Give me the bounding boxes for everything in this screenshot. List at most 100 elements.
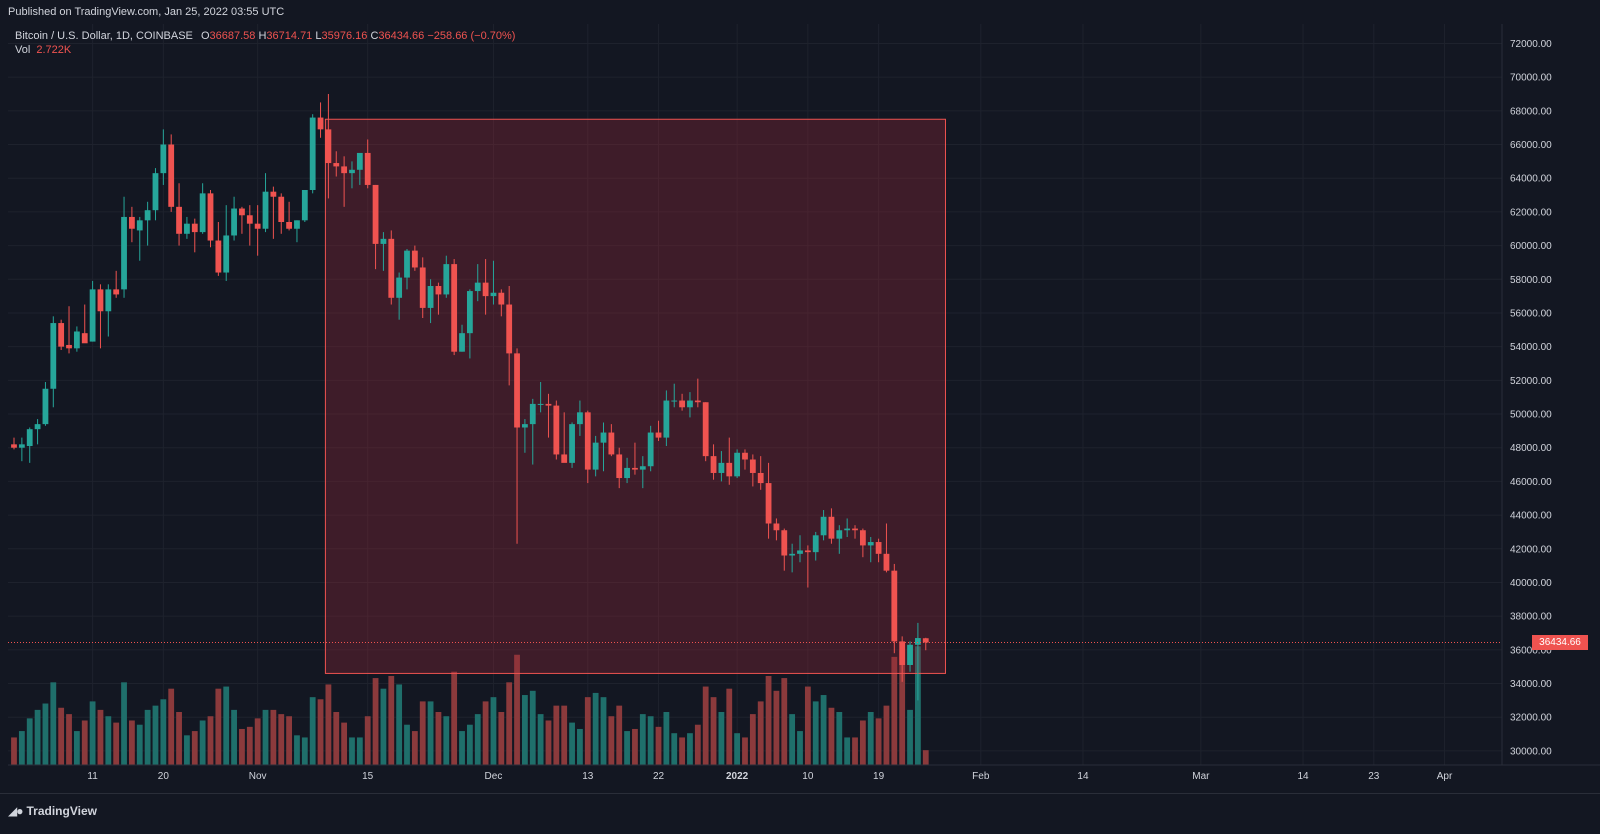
volume-bar bbox=[639, 714, 646, 765]
candle-body bbox=[301, 189, 308, 221]
candle-body bbox=[482, 282, 489, 297]
time-tick-label: 14 bbox=[1297, 771, 1309, 782]
candle-body bbox=[254, 223, 261, 229]
volume-bar bbox=[451, 671, 458, 765]
candle-body bbox=[466, 291, 473, 334]
low-label: L bbox=[315, 30, 322, 42]
open-value: 36687.58 bbox=[209, 30, 256, 42]
candle-body bbox=[797, 550, 803, 554]
volume-bar bbox=[773, 690, 780, 765]
volume-bar bbox=[899, 650, 906, 765]
candle-body bbox=[191, 223, 198, 233]
volume-bar bbox=[81, 720, 88, 765]
candle-body bbox=[396, 277, 403, 298]
price-tick-label: 44000.00 bbox=[1510, 511, 1552, 522]
candle-body bbox=[419, 267, 426, 308]
candle-body bbox=[113, 289, 120, 295]
candle-body bbox=[451, 264, 458, 352]
candle-body bbox=[537, 403, 544, 405]
candle-body bbox=[922, 638, 929, 643]
volume-bar bbox=[600, 697, 607, 765]
volume-bar bbox=[388, 675, 395, 765]
volume-bar bbox=[411, 731, 418, 765]
volume-bar bbox=[341, 722, 348, 765]
volume-bar bbox=[553, 705, 560, 765]
candle-body bbox=[608, 432, 615, 455]
footer-bar: ◢● TradingView bbox=[0, 793, 1600, 834]
time-tick-label: Dec bbox=[485, 771, 503, 782]
candle-body bbox=[129, 216, 135, 229]
candle-body bbox=[773, 523, 780, 531]
candle-body bbox=[907, 644, 913, 665]
volume-bar bbox=[608, 716, 615, 765]
volume-bar bbox=[223, 686, 230, 765]
volume-bar bbox=[435, 712, 442, 765]
candle-body bbox=[679, 400, 685, 408]
chart-legend: Bitcoin / U.S. Dollar, 1D, COINBASE O366… bbox=[15, 29, 515, 57]
change-value: −258.66 (−0.70%) bbox=[427, 30, 516, 42]
candle-body bbox=[388, 238, 395, 298]
symbol-name[interactable]: Bitcoin / U.S. Dollar, 1D, COINBASE bbox=[15, 30, 193, 42]
open-label: O bbox=[200, 30, 210, 42]
candle-body bbox=[97, 289, 104, 312]
volume-bar bbox=[592, 692, 599, 765]
price-tick-label: 60000.00 bbox=[1510, 241, 1552, 252]
volume-bar bbox=[325, 684, 332, 765]
time-tick-label: 2022 bbox=[726, 771, 749, 782]
volume-bar bbox=[443, 716, 450, 765]
candle-body bbox=[883, 553, 890, 571]
volume-bar bbox=[679, 737, 685, 765]
volume-bar bbox=[317, 699, 324, 765]
candle-body bbox=[867, 542, 874, 546]
candle-body bbox=[663, 400, 670, 438]
candle-body bbox=[718, 462, 725, 473]
candle-body bbox=[262, 191, 269, 229]
price-tick-label: 38000.00 bbox=[1510, 612, 1552, 623]
time-tick-label: 14 bbox=[1077, 771, 1089, 782]
price-tick-label: 68000.00 bbox=[1510, 106, 1552, 117]
volume-bar bbox=[584, 697, 591, 765]
candle-body bbox=[522, 424, 528, 428]
volume-bar bbox=[239, 728, 245, 765]
tradingview-brand[interactable]: ◢● TradingView bbox=[8, 804, 97, 818]
candle-body bbox=[789, 553, 796, 556]
candle-body bbox=[891, 570, 898, 642]
legend-volume-row: Vol 2.722K bbox=[15, 43, 515, 57]
volume-bar bbox=[349, 737, 355, 765]
candle-body bbox=[333, 163, 340, 167]
volume-bar bbox=[294, 735, 300, 765]
candle-body bbox=[899, 641, 906, 665]
candle-body bbox=[804, 550, 811, 553]
volume-bar bbox=[97, 709, 104, 765]
candle-body bbox=[749, 459, 756, 473]
candle-body bbox=[671, 400, 678, 402]
candle-body bbox=[781, 530, 788, 556]
volume-bar bbox=[632, 728, 638, 765]
candle-body bbox=[545, 403, 552, 406]
volume-bar bbox=[655, 726, 662, 765]
price-tick-label: 34000.00 bbox=[1510, 679, 1552, 690]
volume-bar bbox=[427, 701, 434, 765]
volume-bar bbox=[58, 707, 65, 765]
price-tick-label: 52000.00 bbox=[1510, 376, 1552, 387]
volume-bar bbox=[262, 709, 269, 765]
candle-body bbox=[427, 286, 434, 308]
volume-bar bbox=[498, 712, 505, 765]
candle-body bbox=[828, 516, 835, 539]
candle-body bbox=[380, 238, 387, 244]
volume-bar bbox=[820, 695, 827, 765]
volume-label: Vol bbox=[15, 44, 31, 56]
high-value: 36714.71 bbox=[266, 30, 313, 42]
candle-body bbox=[239, 208, 245, 216]
candle-body bbox=[490, 292, 497, 297]
volume-bar bbox=[852, 737, 858, 765]
price-tick-label: 40000.00 bbox=[1510, 578, 1552, 589]
candle-body bbox=[647, 432, 654, 467]
volume-bar bbox=[18, 731, 25, 765]
legend-ohlc-row: Bitcoin / U.S. Dollar, 1D, COINBASE O366… bbox=[15, 29, 515, 43]
candle-body bbox=[765, 483, 772, 524]
volume-bar bbox=[380, 688, 387, 765]
volume-bar bbox=[907, 709, 913, 765]
volume-bar bbox=[506, 682, 513, 765]
